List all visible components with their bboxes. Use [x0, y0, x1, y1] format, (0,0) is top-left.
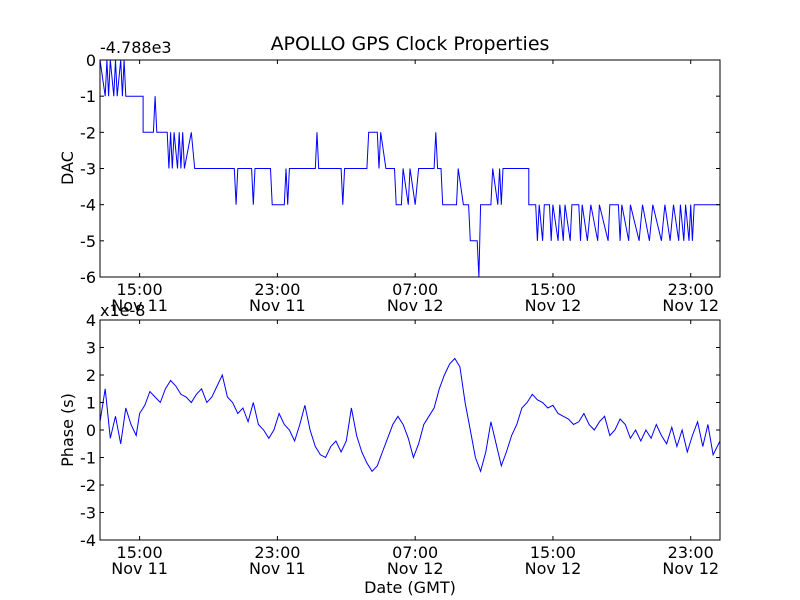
- y-tick-label: -2: [80, 123, 96, 142]
- x-tick-time-label: 23:00: [668, 543, 714, 562]
- dac-series-line: [99, 59, 720, 278]
- dac-series-group: [99, 59, 720, 278]
- x-tick-time-label: 07:00: [392, 543, 438, 562]
- top-y-axis-label: DAC: [58, 151, 77, 185]
- x-tick-date-label: Nov 12: [387, 559, 444, 578]
- dac-y-ticks: 0 -1 -2 -3 -4 -5 -6: [80, 51, 720, 287]
- phase-y-ticks: 4 3 2 1 0 -1 -2 -3 -4: [80, 311, 720, 550]
- x-tick-time-label: 23:00: [668, 280, 714, 299]
- chart-title: APOLLO GPS Clock Properties: [271, 33, 550, 55]
- x-tick-time-label: 15:00: [530, 543, 576, 562]
- x-tick-date-label: Nov 11: [249, 559, 306, 578]
- y-tick-label: -4: [80, 196, 96, 215]
- bottom-multiplier-label: x1e-8: [100, 301, 145, 320]
- y-tick-label: -3: [80, 504, 96, 523]
- phase-axes-frame: [99, 319, 721, 541]
- y-tick-label: -5: [80, 232, 96, 251]
- x-tick-date-label: Nov 12: [387, 296, 444, 315]
- x-tick-time-label: 15:00: [530, 280, 576, 299]
- phase-series-line: [99, 357, 721, 473]
- x-tick-date-label: Nov 11: [249, 296, 306, 315]
- x-axis-label: Date (GMT): [364, 578, 456, 597]
- y-tick-label: 0: [86, 51, 96, 70]
- y-tick-label: 3: [86, 339, 96, 358]
- x-tick-time-label: 23:00: [254, 280, 300, 299]
- x-tick-time-label: 23:00: [254, 543, 300, 562]
- y-tick-label: -1: [80, 449, 96, 468]
- y-tick-label: 1: [86, 394, 96, 413]
- x-tick-date-label: Nov 12: [662, 559, 719, 578]
- y-tick-label: -1: [80, 87, 96, 106]
- bottom-y-axis-label: Phase (s): [58, 393, 77, 467]
- y-tick-label: -6: [80, 268, 96, 287]
- x-tick-date-label: Nov 12: [525, 559, 582, 578]
- y-tick-label: -4: [80, 531, 96, 550]
- x-tick-time-label: 07:00: [392, 280, 438, 299]
- y-tick-label: -2: [80, 476, 96, 495]
- y-tick-label: 0: [86, 421, 96, 440]
- x-tick-time-label: 15:00: [117, 280, 163, 299]
- x-tick-date-label: Nov 12: [662, 296, 719, 315]
- x-tick-date-label: Nov 11: [111, 559, 168, 578]
- y-tick-label: -3: [80, 160, 96, 179]
- dac-axes-frame: [99, 59, 721, 278]
- x-tick-time-label: 15:00: [117, 543, 163, 562]
- x-tick-date-label: Nov 12: [525, 296, 582, 315]
- x-tick-date-label: Nov 11: [111, 296, 168, 315]
- top-offset-label: -4.788e3: [100, 38, 172, 57]
- phase-series-group: [99, 357, 721, 473]
- y-tick-label: 2: [86, 366, 96, 385]
- y-tick-label: 4: [86, 311, 96, 330]
